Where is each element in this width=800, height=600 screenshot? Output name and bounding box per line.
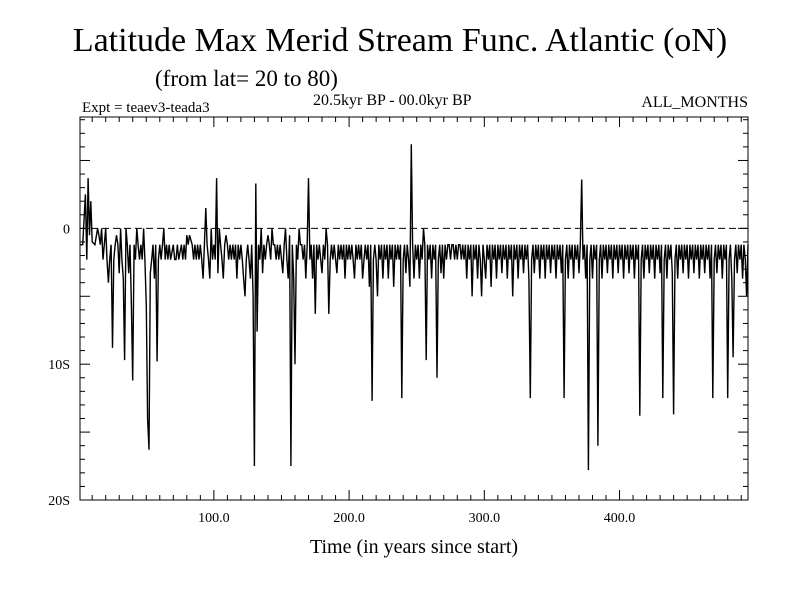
x-tick-label: 200.0 — [333, 511, 365, 526]
y-tick-label: 0 — [63, 222, 70, 237]
x-tick-label: 400.0 — [604, 511, 636, 526]
experiment-label: Expt = teaev3-teada3 — [82, 100, 210, 116]
y-tick-label: 20S — [48, 494, 70, 509]
period-label: 20.5kyr BP - 00.0kyr BP — [313, 92, 472, 109]
chart-title: Latitude Max Merid Stream Func. Atlantic… — [72, 22, 728, 59]
season-label: ALL_MONTHS — [641, 94, 748, 111]
y-tick-label: 10S — [48, 358, 70, 373]
plot-frame — [79, 116, 749, 501]
x-axis-label: Time (in years since start) — [309, 536, 519, 558]
x-tick-label: 100.0 — [198, 511, 230, 526]
series-line — [80, 144, 749, 471]
chart-subtitle: (from lat= 20 to 80) — [155, 66, 338, 91]
x-tick-label: 300.0 — [469, 511, 501, 526]
